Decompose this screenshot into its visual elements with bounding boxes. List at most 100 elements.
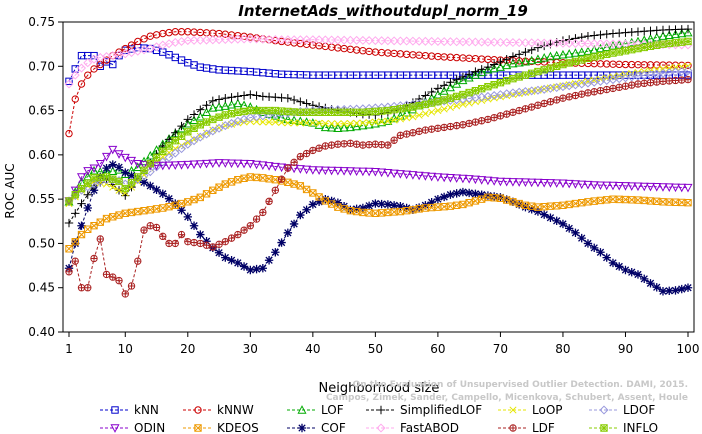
data-point-loop — [440, 105, 448, 113]
legend-marker-kdeos — [194, 424, 202, 432]
data-point-inflo — [302, 108, 311, 117]
data-point-fastabod — [389, 36, 399, 46]
data-point-fastabod — [445, 37, 455, 47]
data-point-ldf — [177, 230, 186, 239]
data-point-cof — [640, 274, 649, 284]
data-point-fastabod — [339, 35, 349, 45]
x-tick-label: 20 — [180, 342, 195, 356]
data-point-ldf — [559, 94, 567, 102]
data-point-odin — [489, 177, 499, 186]
data-point-fastabod — [308, 35, 318, 45]
data-point-ldf — [296, 153, 305, 161]
data-point-inflo — [346, 108, 355, 117]
data-point-cof — [183, 212, 192, 222]
data-point-odin — [277, 163, 287, 173]
data-point-inflo — [115, 177, 123, 186]
data-point-kdeos — [465, 198, 473, 207]
data-point-inflo — [590, 53, 598, 61]
data-point-cof — [514, 200, 524, 209]
data-point-ldf — [653, 78, 661, 86]
legend-marker-inflo — [600, 424, 608, 432]
data-point-inflo — [309, 108, 317, 117]
data-point-ldof — [76, 185, 87, 195]
data-point-inflo — [252, 106, 261, 115]
data-point-ldf — [659, 77, 667, 85]
data-point-odin — [170, 161, 180, 170]
data-point-kdeos — [234, 175, 242, 184]
data-point-simplifiedlof — [77, 199, 86, 208]
data-point-inflo — [359, 108, 367, 117]
data-point-kdeos — [146, 206, 154, 214]
data-point-lof — [545, 51, 555, 61]
data-point-cof — [471, 189, 480, 199]
legend-label-loop: LoOP — [532, 403, 563, 417]
data-point-simplifiedlof — [602, 29, 611, 39]
data-point-inflo — [90, 174, 98, 182]
data-point-fastabod — [464, 37, 474, 47]
data-point-cof — [521, 202, 530, 212]
data-point-inflo — [96, 173, 104, 182]
data-point-inflo — [396, 105, 405, 113]
legend-item-kdeos: KDEOS — [183, 421, 259, 434]
x-tick-label: 40 — [305, 342, 320, 356]
data-point-ldf — [221, 238, 230, 246]
data-point-fastabod — [70, 70, 80, 80]
data-point-ldf — [140, 226, 148, 234]
data-point-simplifiedlof — [464, 70, 474, 79]
data-point-inflo — [77, 184, 86, 193]
data-point-kdeos — [96, 218, 104, 226]
data-point-fastabod — [258, 34, 268, 44]
data-point-loop — [378, 118, 386, 126]
data-point-simplifiedlof — [508, 52, 518, 61]
legend-label-inflo: INFLO — [623, 421, 658, 434]
y-axis-ticks: 0.40 0.45 0.50 0.55 0.60 0.65 0.70 0.75 — [28, 15, 63, 339]
data-point-loop — [271, 118, 279, 126]
data-point-odin — [352, 167, 362, 177]
data-point-ldf — [490, 114, 498, 122]
data-point-odin — [445, 174, 455, 183]
data-point-simplifiedlof — [446, 78, 455, 87]
data-point-cof — [421, 201, 430, 210]
data-point-ldf — [134, 257, 142, 265]
data-point-knnw — [71, 95, 79, 103]
data-point-odin — [389, 169, 399, 179]
data-point-ldf — [415, 127, 423, 136]
data-point-inflo — [465, 88, 473, 97]
data-point-ldof — [202, 129, 212, 139]
data-point-ldf — [234, 230, 242, 239]
x-tick-label: 30 — [243, 342, 258, 356]
data-point-loop — [365, 118, 373, 127]
legend-item-cof: COF — [287, 421, 346, 434]
data-point-cof — [383, 200, 393, 209]
data-point-odin — [427, 172, 437, 182]
data-point-ldof — [164, 153, 174, 163]
legend-label-cof: COF — [321, 421, 346, 434]
data-point-knnw — [140, 35, 148, 43]
data-point-ldof — [195, 132, 205, 142]
series-odin — [64, 145, 693, 206]
data-point-odin — [539, 178, 549, 188]
data-point-odin — [477, 176, 487, 185]
data-point-inflo — [71, 191, 79, 199]
data-point-ldf — [309, 146, 317, 155]
data-point-cof — [114, 163, 124, 172]
data-point-kdeos — [102, 214, 111, 223]
data-point-inflo — [321, 108, 330, 117]
data-point-lof — [477, 67, 487, 77]
data-point-ldf — [96, 235, 104, 243]
data-point-cof — [621, 265, 630, 275]
data-point-cof — [633, 270, 643, 279]
data-point-odin — [433, 173, 443, 182]
data-point-odin — [233, 159, 243, 169]
data-point-fastabod — [483, 37, 493, 47]
data-point-fastabod — [227, 34, 237, 44]
data-point-lof — [445, 82, 455, 92]
legend-item-lof: LOF — [287, 403, 344, 417]
data-point-lof — [183, 118, 193, 128]
data-point-ldf — [584, 89, 592, 97]
data-point-fastabod — [670, 40, 681, 50]
data-point-fastabod — [677, 40, 687, 50]
data-point-kdeos — [471, 197, 480, 205]
data-point-ldf — [540, 99, 548, 108]
data-point-inflo — [146, 160, 154, 168]
